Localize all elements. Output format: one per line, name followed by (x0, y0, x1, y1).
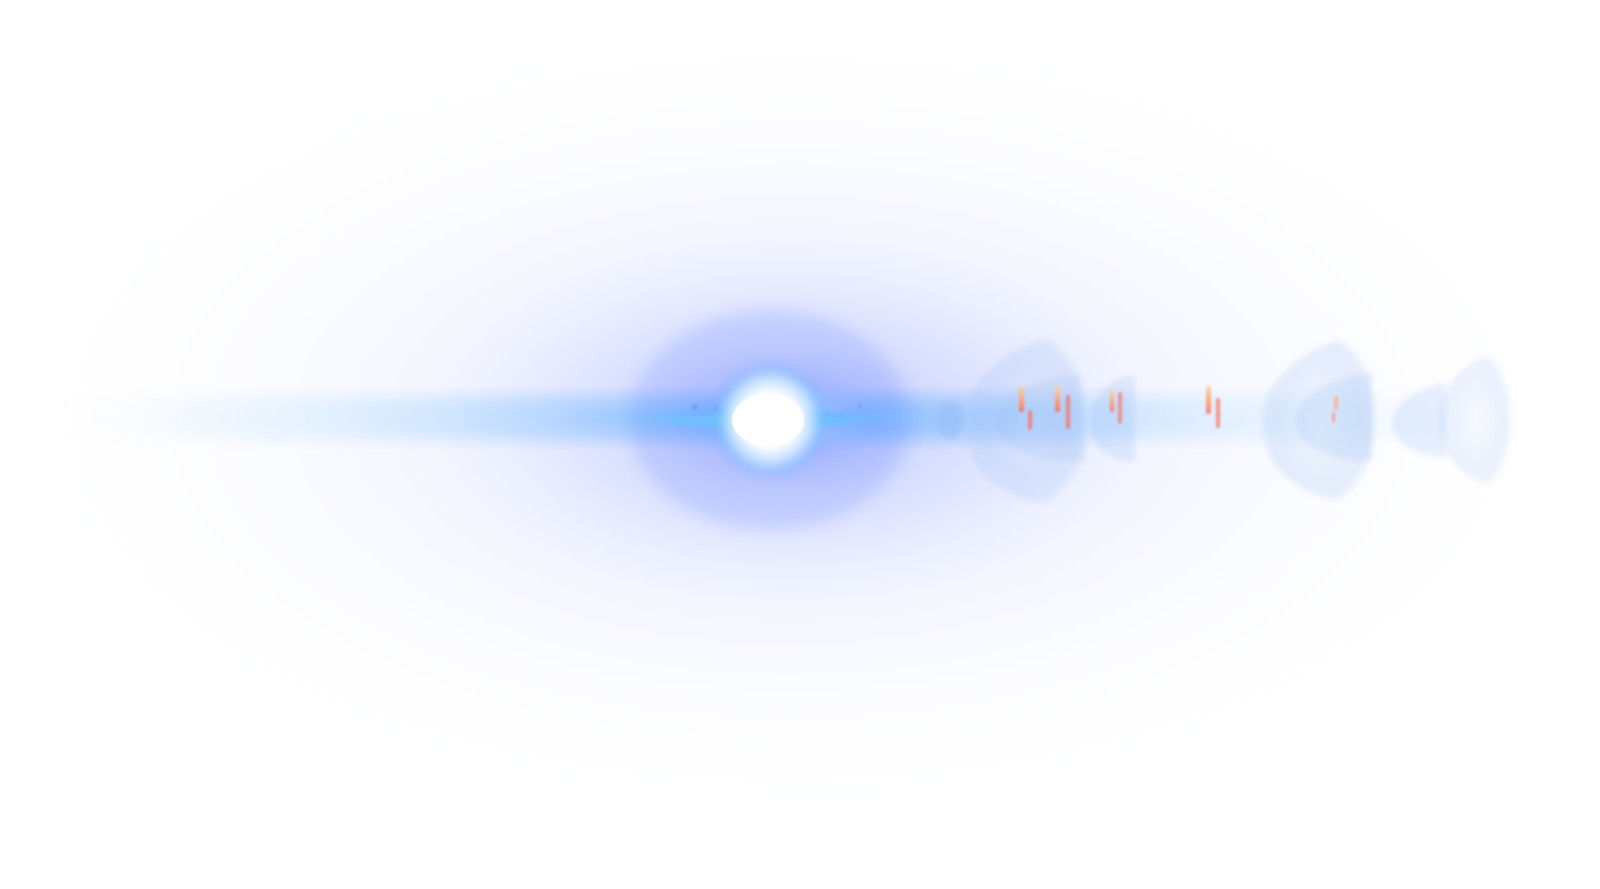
flare-ghost (1090, 375, 1135, 462)
flare-warm-ghosts (1019, 386, 1338, 430)
flare-core (732, 394, 804, 446)
flare-warm-bar (1066, 395, 1070, 429)
flare-warm-bar (1216, 398, 1220, 428)
flare-warm-bar (1206, 386, 1211, 414)
flare-ghost (995, 375, 1085, 462)
flare-warm-bar (1019, 386, 1024, 412)
flare-speck (692, 404, 698, 410)
flare-ghosts (936, 330, 1512, 510)
flare-ghost (1438, 348, 1512, 492)
flare-warm-bar (1332, 412, 1335, 422)
flare-speck (858, 404, 862, 408)
flare-ghost (936, 400, 964, 440)
flare-warm-bar (1110, 390, 1114, 412)
flare-speck (714, 406, 718, 410)
flare-warm-bar (1118, 392, 1122, 424)
flare-ghost (1392, 382, 1445, 458)
flare-warm-bar (1028, 410, 1032, 430)
flare-warm-bar (1055, 386, 1060, 412)
flare-warm-bar (1334, 396, 1338, 410)
